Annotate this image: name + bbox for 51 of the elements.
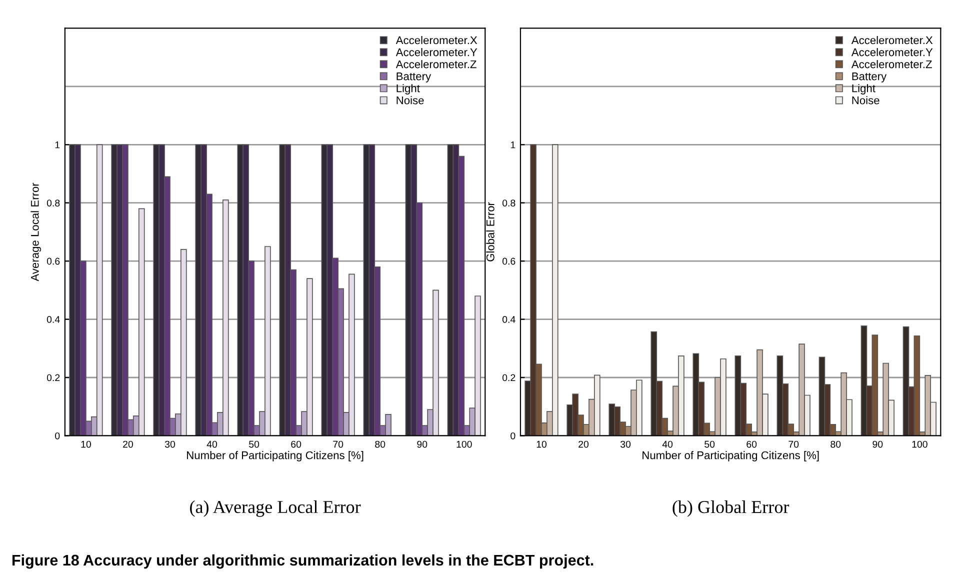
x-tick-label: 10 <box>536 440 547 448</box>
text: (a) Average Local Error <box>190 500 361 517</box>
legend-label: Light <box>852 84 876 94</box>
x-tick-label: 90 <box>872 440 883 448</box>
y-tick-label: 0.8 <box>502 200 516 206</box>
x-tick-label: 100 <box>456 440 472 448</box>
y-tick-label: 0.4 <box>46 316 60 323</box>
y-tick-label: 0.2 <box>502 374 516 382</box>
y-tick-label: 0.4 <box>502 316 516 323</box>
text: (b) Global Error <box>672 500 790 517</box>
legend-label: Noise <box>396 96 424 104</box>
legend-label: Noise <box>852 96 880 104</box>
y-tick-label: 1 <box>55 141 60 148</box>
legend-label: Battery <box>396 72 432 82</box>
y-tick-label: 0.6 <box>46 258 60 265</box>
x-tick-label: 20 <box>123 440 133 448</box>
y-axis-title: Average Local Error <box>30 182 42 282</box>
x-tick-label: 50 <box>249 440 260 448</box>
legend-label: Battery <box>852 72 887 82</box>
legend-label: Accelerometer.Z <box>396 60 476 68</box>
legend-label: Light <box>396 84 420 94</box>
x-tick-label: 90 <box>417 440 428 448</box>
x-tick-label: 60 <box>291 440 302 448</box>
legend-label: Accelerometer.Y <box>396 48 478 56</box>
x-tick-label: 60 <box>746 440 757 448</box>
x-tick-label: 100 <box>912 440 928 448</box>
legend-label: Accelerometer.X <box>396 36 478 44</box>
y-tick-label: 1 <box>510 141 516 148</box>
y-tick-label: 0.6 <box>502 258 516 265</box>
x-tick-label: 80 <box>830 440 841 448</box>
y-tick-label: 0 <box>510 432 516 440</box>
x-tick-label: 10 <box>81 440 91 448</box>
legend-label: Accelerometer.Z <box>851 60 932 68</box>
x-tick-label: 20 <box>578 440 589 448</box>
legend-label: Accelerometer.Y <box>851 48 933 56</box>
x-axis-title: Number of Participating Citizens [%] <box>642 451 819 462</box>
x-tick-label: 40 <box>206 440 218 448</box>
y-tick-label: 0.8 <box>46 200 60 206</box>
x-tick-label: 50 <box>704 440 715 448</box>
x-tick-label: 30 <box>164 440 176 448</box>
x-tick-label: 70 <box>333 440 344 448</box>
x-tick-label: 40 <box>662 440 673 448</box>
x-tick-label: 30 <box>620 440 631 448</box>
x-tick-label: 80 <box>375 440 386 448</box>
caption: Figure 18 Accuracy under algorithmic summarization levels in the ECBT project. <box>12 554 594 569</box>
y-tick-label: 0 <box>55 432 60 440</box>
y-axis-title: Global Error <box>486 202 494 262</box>
x-tick-label: 70 <box>788 440 799 448</box>
y-tick-label: 0.2 <box>46 374 60 382</box>
x-axis-title: Number of Participating Citizens [%] <box>187 451 364 462</box>
legend-label: Accelerometer.X <box>851 36 933 44</box>
